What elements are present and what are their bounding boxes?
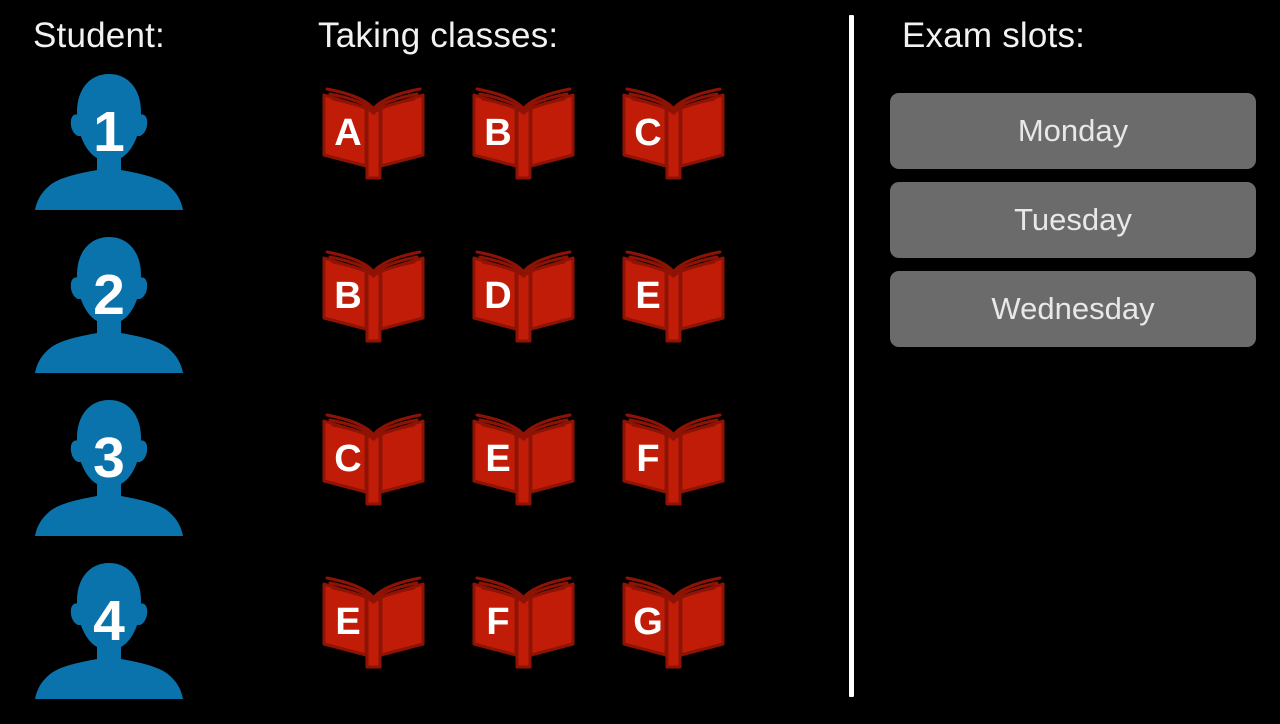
class-letter: G [633, 601, 663, 643]
vertical-divider [849, 15, 854, 697]
class-letter: A [334, 112, 362, 154]
student-cell: 1 [33, 72, 185, 210]
student-row: 2 B D [0, 235, 820, 398]
student-number: 4 [93, 589, 125, 653]
class-book-icon: E [320, 570, 427, 674]
class-letter: E [335, 601, 361, 643]
student-avatar-icon: 1 [33, 72, 185, 210]
class-book-icon: A [320, 81, 427, 185]
class-book-icon: B [470, 81, 577, 185]
student-cell: 4 [33, 561, 185, 699]
class-letter: E [635, 275, 661, 317]
exam-slot-label: Wednesday [991, 291, 1155, 326]
class-letter: B [334, 275, 362, 317]
class-list: C E F [320, 407, 727, 511]
student-number: 2 [93, 263, 125, 327]
class-book-icon: G [620, 570, 727, 674]
student-row: 4 E F [0, 561, 820, 724]
class-book-icon: F [470, 570, 577, 674]
exam-slot-label: Tuesday [1014, 202, 1132, 237]
exam-slot-button[interactable]: Tuesday [890, 182, 1256, 258]
class-list: A B C [320, 81, 727, 185]
class-book-icon: F [620, 407, 727, 511]
column-header-student: Student: [33, 16, 165, 55]
class-letter: D [484, 275, 512, 317]
class-letter: E [485, 438, 511, 480]
class-book-icon: B [320, 244, 427, 348]
exam-slots-list: Monday Tuesday Wednesday [890, 93, 1256, 360]
student-row: 3 C E [0, 398, 820, 561]
exam-slot-label: Monday [1017, 113, 1129, 148]
class-book-icon: C [620, 81, 727, 185]
student-cell: 3 [33, 398, 185, 536]
class-letter: F [636, 438, 660, 480]
student-row: 1 A B [0, 72, 820, 235]
student-number: 3 [93, 426, 125, 490]
class-list: E F G [320, 570, 727, 674]
exam-slot-button[interactable]: Monday [890, 93, 1256, 169]
student-avatar-icon: 2 [33, 235, 185, 373]
class-letter: C [634, 112, 662, 154]
student-avatar-icon: 3 [33, 398, 185, 536]
column-header-exam-slots: Exam slots: [902, 16, 1086, 55]
class-book-icon: E [470, 407, 577, 511]
column-header-classes: Taking classes: [318, 16, 559, 55]
class-book-icon: E [620, 244, 727, 348]
class-book-icon: C [320, 407, 427, 511]
class-letter: C [334, 438, 362, 480]
student-class-grid: 1 A B [0, 72, 820, 724]
class-letter: F [486, 601, 510, 643]
class-book-icon: D [470, 244, 577, 348]
class-list: B D E [320, 244, 727, 348]
student-avatar-icon: 4 [33, 561, 185, 699]
class-letter: B [484, 112, 512, 154]
exam-slot-button[interactable]: Wednesday [890, 271, 1256, 347]
student-number: 1 [93, 100, 125, 164]
student-cell: 2 [33, 235, 185, 373]
